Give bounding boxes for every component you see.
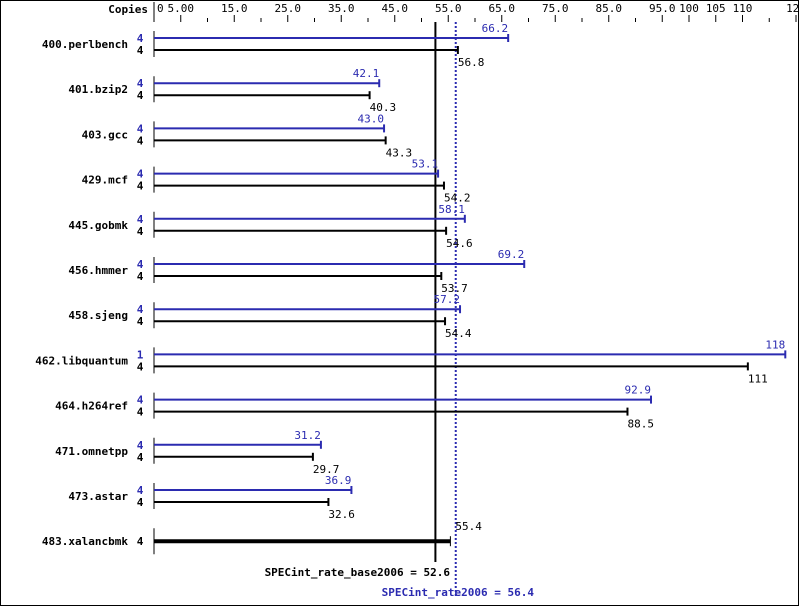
base-value-label: 40.3	[370, 101, 397, 114]
peak-copies: 4	[137, 484, 144, 497]
tick-label: 25.0	[275, 2, 302, 15]
peak-value-label: 57.2	[434, 293, 461, 306]
peak-copies: 4	[137, 77, 144, 90]
base-value-label: 55.4	[455, 520, 482, 533]
tick-label: 55.0	[435, 2, 462, 15]
benchmark-label: 445.gobmk	[68, 219, 128, 232]
tick-label: 85.0	[596, 2, 623, 15]
benchmark-label: 483.xalancbmk	[42, 535, 128, 548]
base-copies: 4	[137, 89, 144, 102]
base-value-label: 54.2	[444, 192, 471, 205]
tick-label: 95.0	[649, 2, 676, 15]
base-value-label: 56.8	[458, 56, 485, 69]
peak-copies: 4	[137, 168, 144, 181]
tick-label: 5.00	[168, 2, 195, 15]
benchmark-label: 471.omnetpp	[55, 445, 128, 458]
base-copies: 4	[137, 535, 144, 548]
tick-label: 120	[786, 2, 799, 15]
peak-value-label: 92.9	[625, 384, 652, 397]
tick-label: 110	[733, 2, 753, 15]
peak-copies: 4	[137, 394, 144, 407]
base-value-label: 54.6	[446, 237, 473, 250]
base-copies: 4	[137, 451, 144, 464]
tick-label: 100	[679, 2, 699, 15]
base-copies: 4	[137, 360, 144, 373]
peak-value-label: 58.1	[438, 203, 465, 216]
peak-copies: 4	[137, 32, 144, 45]
base-value-label: 32.6	[328, 508, 355, 521]
base-value-label: 111	[748, 372, 768, 385]
base-value-label: 88.5	[627, 418, 654, 431]
peak-value-label: 66.2	[482, 22, 509, 35]
base-value-label: 43.3	[386, 146, 413, 159]
peak-value-label: 53.1	[412, 158, 439, 171]
peak-copies: 4	[137, 122, 144, 135]
benchmark-label: 400.perlbench	[42, 38, 128, 51]
benchmark-label: 401.bzip2	[68, 83, 128, 96]
benchmark-label: 473.astar	[68, 490, 128, 503]
base-copies: 4	[137, 134, 144, 147]
peak-copies: 1	[137, 348, 144, 361]
tick-label: 75.0	[542, 2, 569, 15]
base-value-label: 54.4	[445, 327, 472, 340]
peak-copies: 4	[137, 439, 144, 452]
peak-value-label: 42.1	[353, 67, 380, 80]
peak-value-label: 118	[765, 338, 785, 351]
peak-copies: 4	[137, 213, 144, 226]
peak-copies: 4	[137, 303, 144, 316]
base-copies: 4	[137, 315, 144, 328]
base-value-label: 29.7	[313, 463, 340, 476]
benchmark-label: 462.libquantum	[35, 354, 128, 367]
benchmark-label: 429.mcf	[82, 174, 128, 187]
tick-label: 15.0	[221, 2, 248, 15]
base-copies: 4	[137, 225, 144, 238]
copies-header: Copies	[108, 3, 148, 16]
benchmark-label: 458.sjeng	[68, 309, 128, 322]
peak-copies: 4	[137, 258, 144, 271]
tick-label: 65.0	[489, 2, 516, 15]
tick-label: 0	[157, 2, 164, 15]
peak-value-label: 36.9	[325, 474, 352, 487]
peak-value-label: 43.0	[358, 112, 385, 125]
base-value-label: 53.7	[441, 282, 468, 295]
tick-label: 45.0	[382, 2, 409, 15]
peak-value-label: 69.2	[498, 248, 525, 261]
benchmark-label: 403.gcc	[82, 128, 128, 141]
peak-metric-label: SPECint_rate2006 = 56.4	[382, 586, 535, 599]
benchmark-label: 464.h264ref	[55, 400, 128, 413]
peak-value-label: 31.2	[294, 429, 321, 442]
base-copies: 4	[137, 270, 144, 283]
base-copies: 4	[137, 496, 144, 509]
base-copies: 4	[137, 44, 144, 57]
base-copies: 4	[137, 180, 144, 193]
benchmark-label: 456.hmmer	[68, 264, 128, 277]
tick-label: 105	[706, 2, 726, 15]
base-copies: 4	[137, 406, 144, 419]
base-metric-label: SPECint_rate_base2006 = 52.6	[265, 566, 451, 579]
tick-label: 35.0	[328, 2, 355, 15]
